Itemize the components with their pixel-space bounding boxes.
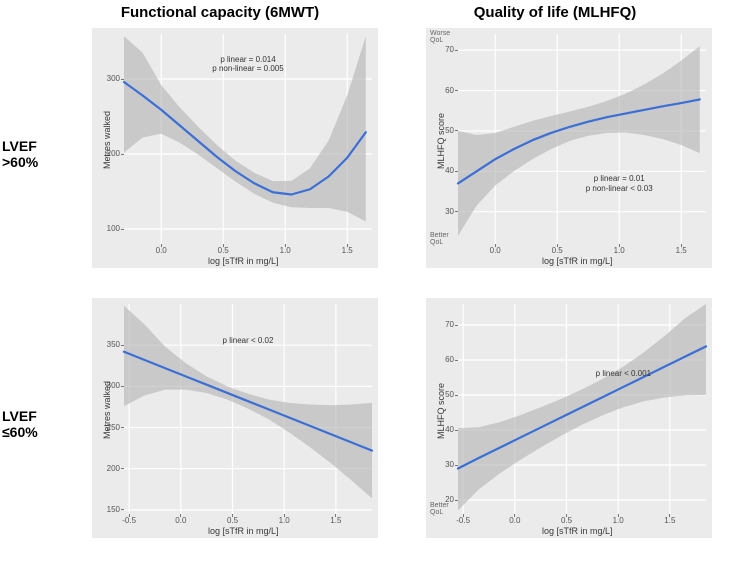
panel-bottom-right: -0.50.00.51.01.5203040506070log [sTfR in… <box>426 298 712 538</box>
x-tick-label: 1.0 <box>608 516 628 525</box>
y-tick-label: 150 <box>107 505 120 514</box>
y-axis-title: Metres walked <box>102 381 112 439</box>
row-label-bottom-l1: LVEF <box>2 408 37 424</box>
y-axis-title: MLHFQ score <box>436 113 446 169</box>
x-axis-title: log [sTfR in mg/L] <box>208 526 279 536</box>
y-tick-label: 40 <box>445 166 454 175</box>
figure-root: Functional capacity (6MWT) Quality of li… <box>0 0 738 568</box>
p-annotation: p non-linear < 0.03 <box>564 184 674 194</box>
y-tick-label: 70 <box>445 45 454 54</box>
x-tick-label: 1.0 <box>274 516 294 525</box>
y-tick-label: 300 <box>107 74 120 83</box>
y-tick-label: 200 <box>107 464 120 473</box>
y-tick-label: 30 <box>445 207 454 216</box>
x-tick-label: 0.0 <box>505 516 525 525</box>
panel-top-left: 0.00.51.01.5100200300log [sTfR in mg/L]M… <box>92 28 378 268</box>
qol-better-note: BetterQoL <box>430 232 449 247</box>
panel-bottom-left: -0.50.00.51.01.5150200250300350log [sTfR… <box>92 298 378 538</box>
x-tick-label: 1.5 <box>326 516 346 525</box>
x-tick-label: 0.5 <box>223 516 243 525</box>
y-tick-label: 50 <box>445 126 454 135</box>
y-tick-label: 70 <box>445 320 454 329</box>
y-tick-label: 40 <box>445 425 454 434</box>
panel-top-right: 0.0 0.5 1.0 1.5 30 40 50 60 70 log [sTfR in mg/L]… <box>426 28 712 268</box>
x-axis-title: log [sTfR in mg/L] <box>542 526 613 536</box>
y-tick-label: 350 <box>107 340 120 349</box>
p-annotation: p linear = 0.01 <box>564 174 674 184</box>
y-tick-label: 60 <box>445 355 454 364</box>
x-tick-label: 0.5 <box>213 246 233 255</box>
col-title-left: Functional capacity (6MWT) <box>110 4 330 21</box>
row-label-bottom-l2: ≤60% <box>2 424 38 440</box>
row-label-bottom: LVEF ≤60% <box>2 408 52 440</box>
y-tick-label: 60 <box>445 86 454 95</box>
y-axis-title: MLHFQ score <box>436 383 446 439</box>
x-axis-title: log [sTfR in mg/L] <box>542 256 613 266</box>
x-tick-label: 1.5 <box>671 246 691 255</box>
x-tick-label: 0.0 <box>151 246 171 255</box>
x-tick-label: 1.5 <box>660 516 680 525</box>
row-label-top: LVEF >60% <box>2 138 52 170</box>
x-tick-label: 0.5 <box>557 516 577 525</box>
x-tick-label: 1.5 <box>337 246 357 255</box>
x-tick-label: 1.0 <box>609 246 629 255</box>
p-annotation: p linear < 0.02 <box>193 336 303 346</box>
x-axis-title: log [sTfR in mg/L] <box>208 256 279 266</box>
p-annotation: p linear < 0.001 <box>568 369 678 379</box>
x-tick-label: 0.0 <box>171 516 191 525</box>
x-tick-label: -0.5 <box>453 516 473 525</box>
row-label-top-l2: >60% <box>2 154 38 170</box>
x-tick-label: 0.0 <box>485 246 505 255</box>
y-tick-label: 50 <box>445 390 454 399</box>
qol-better-note: BetterQoL <box>430 502 449 517</box>
y-axis-title: Metres walked <box>102 111 112 169</box>
col-title-right: Quality of life (MLHFQ) <box>445 4 665 21</box>
y-tick-label: 30 <box>445 460 454 469</box>
x-tick-label: -0.5 <box>119 516 139 525</box>
y-tick-label: 100 <box>107 224 120 233</box>
qol-worse-note: WorseQoL <box>430 30 450 45</box>
p-annotation: p non-linear = 0.005 <box>193 64 303 74</box>
x-tick-label: 1.0 <box>275 246 295 255</box>
x-tick-label: 0.5 <box>547 246 567 255</box>
row-label-top-l1: LVEF <box>2 138 37 154</box>
